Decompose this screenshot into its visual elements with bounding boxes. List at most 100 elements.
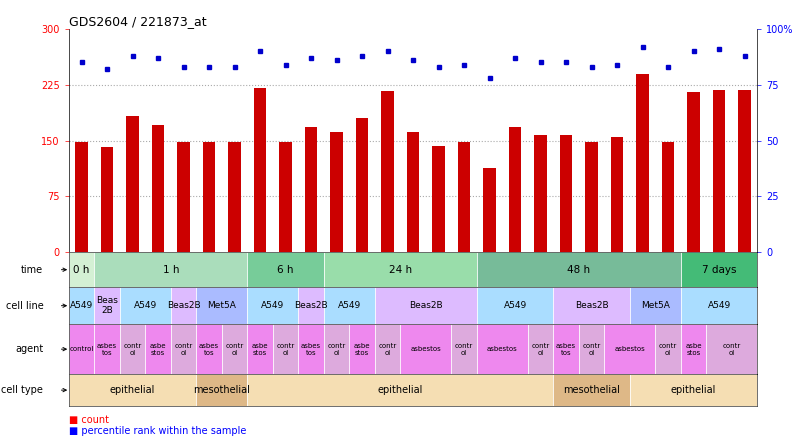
- Text: asbestos: asbestos: [411, 346, 441, 352]
- Bar: [375, 324, 400, 374]
- Bar: [560, 135, 573, 252]
- Bar: [681, 252, 757, 287]
- Text: mesothelial: mesothelial: [194, 385, 250, 395]
- Bar: [687, 92, 700, 252]
- Text: asbes
tos: asbes tos: [556, 343, 576, 356]
- Bar: [94, 252, 247, 287]
- Bar: [662, 142, 675, 252]
- Text: asbe
stos: asbe stos: [252, 343, 268, 356]
- Text: A549: A549: [134, 301, 157, 310]
- Text: contr
ol: contr ol: [123, 343, 142, 356]
- Text: 6 h: 6 h: [277, 265, 294, 275]
- Text: time: time: [21, 265, 44, 275]
- Text: contr
ol: contr ol: [531, 343, 550, 356]
- Bar: [298, 287, 324, 324]
- Text: A549: A549: [504, 301, 526, 310]
- Bar: [630, 287, 681, 324]
- Bar: [477, 252, 681, 287]
- Bar: [655, 324, 681, 374]
- Bar: [553, 374, 630, 406]
- Bar: [151, 125, 164, 252]
- Text: A549: A549: [261, 301, 284, 310]
- Text: contr
ol: contr ol: [659, 343, 677, 356]
- Text: contr
ol: contr ol: [276, 343, 295, 356]
- Text: contr
ol: contr ol: [582, 343, 601, 356]
- Text: control: control: [70, 346, 94, 352]
- Bar: [630, 374, 757, 406]
- Bar: [247, 324, 273, 374]
- Text: mesothelial: mesothelial: [563, 385, 620, 395]
- Bar: [400, 324, 451, 374]
- Bar: [738, 90, 751, 252]
- Bar: [349, 324, 375, 374]
- Bar: [69, 287, 94, 324]
- Bar: [69, 374, 196, 406]
- Bar: [228, 142, 241, 252]
- Text: contr
ol: contr ol: [225, 343, 244, 356]
- Text: asbestos: asbestos: [487, 346, 518, 352]
- Bar: [604, 324, 655, 374]
- Bar: [75, 142, 88, 252]
- Text: GDS2604 / 221873_at: GDS2604 / 221873_at: [69, 15, 207, 28]
- Bar: [69, 252, 94, 287]
- Text: contr
ol: contr ol: [378, 343, 397, 356]
- Text: asbes
tos: asbes tos: [301, 343, 321, 356]
- Bar: [126, 116, 139, 252]
- Text: contr
ol: contr ol: [327, 343, 346, 356]
- Bar: [509, 127, 522, 252]
- Text: contr
ol: contr ol: [174, 343, 193, 356]
- Bar: [279, 142, 292, 252]
- Text: A549: A549: [70, 301, 93, 310]
- Bar: [356, 118, 369, 252]
- Bar: [94, 287, 120, 324]
- Bar: [681, 324, 706, 374]
- Bar: [535, 135, 547, 252]
- Bar: [407, 132, 420, 252]
- Bar: [69, 324, 94, 374]
- Bar: [375, 287, 477, 324]
- Text: 1 h: 1 h: [163, 265, 179, 275]
- Bar: [611, 137, 624, 252]
- Text: A549: A549: [338, 301, 361, 310]
- Text: contr
ol: contr ol: [455, 343, 473, 356]
- Bar: [324, 287, 375, 324]
- Bar: [247, 287, 298, 324]
- Text: epithelial: epithelial: [671, 385, 716, 395]
- Bar: [196, 374, 247, 406]
- Text: ■ count: ■ count: [69, 415, 109, 424]
- Bar: [713, 90, 726, 252]
- Bar: [273, 324, 298, 374]
- Text: contr
ol: contr ol: [723, 343, 741, 356]
- Text: asbes
tos: asbes tos: [199, 343, 220, 356]
- Text: asbestos: asbestos: [615, 346, 646, 352]
- Text: epithelial: epithelial: [110, 385, 156, 395]
- Bar: [330, 132, 343, 252]
- Text: Beas2B: Beas2B: [409, 301, 442, 310]
- Bar: [247, 374, 553, 406]
- Bar: [553, 287, 630, 324]
- Bar: [177, 142, 190, 252]
- Bar: [324, 324, 349, 374]
- Text: Beas
2B: Beas 2B: [96, 296, 118, 315]
- Bar: [94, 324, 120, 374]
- Text: 24 h: 24 h: [389, 265, 412, 275]
- Bar: [681, 287, 757, 324]
- Bar: [579, 324, 604, 374]
- Bar: [254, 88, 266, 252]
- Bar: [477, 324, 528, 374]
- Text: 7 days: 7 days: [701, 265, 736, 275]
- Bar: [585, 142, 598, 252]
- Text: asbe
stos: asbe stos: [685, 343, 701, 356]
- Text: 0 h: 0 h: [74, 265, 90, 275]
- Bar: [202, 142, 215, 252]
- Text: ■ percentile rank within the sample: ■ percentile rank within the sample: [69, 426, 246, 436]
- Text: Beas2B: Beas2B: [575, 301, 608, 310]
- Text: epithelial: epithelial: [377, 385, 423, 395]
- Text: agent: agent: [15, 344, 44, 354]
- Bar: [477, 287, 553, 324]
- Bar: [382, 91, 394, 252]
- Bar: [433, 146, 445, 252]
- Bar: [171, 324, 196, 374]
- Text: Met5A: Met5A: [207, 301, 237, 310]
- Bar: [451, 324, 477, 374]
